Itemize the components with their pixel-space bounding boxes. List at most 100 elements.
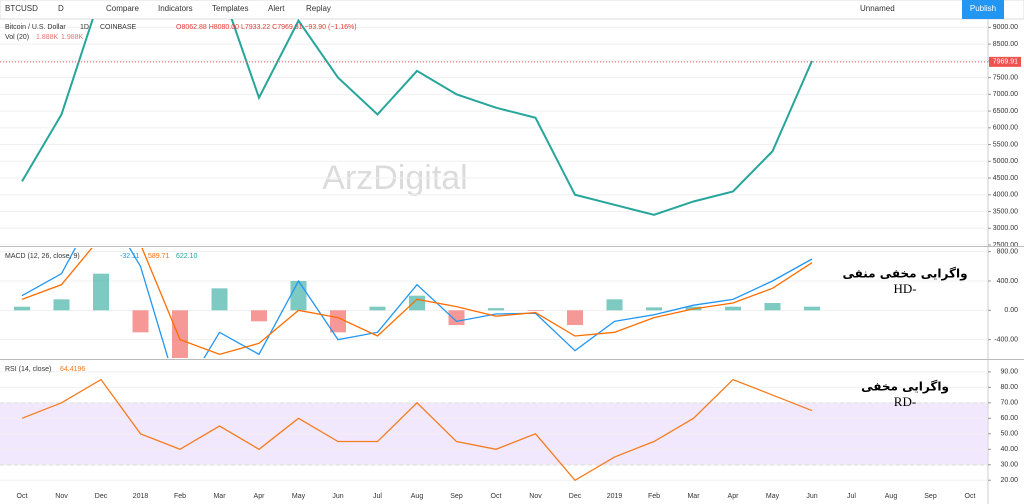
volume-value: 1.988K — [61, 34, 84, 41]
legend-value: 589.71 — [148, 253, 170, 260]
y-tick-label: 60.00 — [1000, 415, 1018, 422]
legend-interval: 1D — [80, 24, 89, 31]
templates[interactable]: Templates — [212, 4, 248, 13]
y-tick-label: 4000.00 — [993, 192, 1018, 199]
series-line — [21, 248, 813, 358]
histogram-bar — [448, 310, 465, 325]
x-tick-label: May — [766, 493, 780, 500]
histogram-bar — [330, 310, 346, 333]
x-tick-label: Nov — [529, 493, 542, 500]
annotation: واگرایی مخفی منفی — [842, 267, 967, 282]
x-tick-label: Jul — [373, 493, 382, 500]
publish-button[interactable] — [962, 0, 1004, 19]
legend-value: -32.11 — [120, 253, 139, 260]
y-tick-label: 6000.00 — [993, 125, 1018, 132]
histogram-bar — [172, 310, 188, 358]
histogram-bar — [53, 299, 70, 311]
last-price-box — [989, 56, 1021, 67]
publish[interactable]: Publish — [970, 4, 996, 13]
x-tick-label: Jun — [806, 493, 817, 500]
y-tick-label: 0.00 — [1004, 307, 1018, 314]
y-tick-label: 90.00 — [1000, 369, 1018, 376]
y-tick-label: 70.00 — [1000, 400, 1018, 407]
x-tick-label: 2018 — [133, 493, 149, 500]
x-tick-label: Jun — [332, 493, 343, 500]
y-tick-label: 40.00 — [1000, 446, 1018, 453]
histogram-bar — [606, 299, 623, 311]
histogram-bar — [764, 303, 781, 311]
y-tick-label: 800.00 — [997, 249, 1019, 256]
histogram-bar — [567, 310, 583, 325]
legend-ohlc: O8062.88 H8080.00 L7933.22 C7969.91 −93.… — [176, 24, 357, 31]
x-tick-label: Feb — [648, 493, 660, 500]
series-line — [21, 19, 813, 216]
y-tick-label: 30.00 — [1000, 462, 1018, 469]
histogram-bar — [527, 310, 544, 312]
y-tick-label: 4500.00 — [993, 175, 1018, 182]
volume-value: 1.888K — [36, 34, 59, 41]
histogram-bar — [804, 306, 820, 311]
series-line — [21, 378, 813, 482]
x-tick-label: Mar — [687, 493, 700, 500]
legend-exchange: COINBASE — [100, 24, 137, 31]
symbol[interactable]: BTCUSD — [5, 4, 38, 13]
annotation: واگرایی مخفی — [861, 380, 949, 395]
x-tick-label: Oct — [491, 493, 502, 500]
x-tick-label: Oct — [17, 493, 28, 500]
toolbar — [0, 0, 1024, 20]
y-tick-label: 6500.00 — [993, 108, 1018, 115]
y-tick-label: -400.00 — [994, 337, 1018, 344]
y-tick-label: 3000.00 — [993, 225, 1018, 232]
histogram-bar — [409, 295, 425, 311]
x-tick-label: Apr — [728, 493, 740, 500]
replay[interactable]: Replay — [306, 4, 331, 13]
histogram-bar — [646, 307, 662, 311]
histogram-bar — [290, 281, 307, 311]
pane — [0, 19, 988, 245]
y-tick-label: 2500.00 — [993, 242, 1018, 249]
x-tick-label: Sep — [924, 493, 937, 500]
last-price-label: 7969.91 — [993, 59, 1018, 66]
x-tick-label: Mar — [213, 493, 226, 500]
histogram-bar — [725, 306, 741, 311]
volume-title: Vol (20) — [5, 34, 29, 41]
legend-title: MACD (12, 26, close, 9) — [5, 253, 80, 260]
legend-value: 64.4196 — [60, 366, 85, 373]
y-tick-label: 20.00 — [1000, 477, 1018, 484]
x-tick-label: Dec — [95, 493, 108, 500]
y-tick-label: 7000.00 — [993, 91, 1018, 98]
x-tick-label: Dec — [569, 493, 582, 500]
alert[interactable]: Alert — [268, 4, 285, 13]
x-tick-label: Aug — [885, 493, 898, 500]
histogram-bar — [211, 288, 228, 311]
y-tick-label: 3500.00 — [993, 208, 1018, 215]
histogram-bar — [132, 310, 149, 333]
y-tick-label: 8500.00 — [993, 41, 1018, 48]
histogram-bar — [251, 310, 267, 322]
x-tick-label: Aug — [411, 493, 424, 500]
x-tick-label: Nov — [55, 493, 68, 500]
layout-name[interactable]: Unnamed — [860, 4, 895, 13]
legend-title: RSI (14, close) — [5, 366, 51, 373]
x-tick-label: Apr — [254, 493, 266, 500]
compare[interactable]: Compare — [106, 4, 139, 13]
histogram-bar — [369, 306, 386, 311]
y-tick-label: 5500.00 — [993, 141, 1018, 148]
interval[interactable]: D — [58, 4, 64, 13]
indicators[interactable]: Indicators — [158, 4, 193, 13]
pane — [0, 248, 988, 358]
legend-value: 622.10 — [176, 253, 198, 260]
x-tick-label: Oct — [965, 493, 976, 500]
y-tick-label: 400.00 — [997, 278, 1019, 285]
histogram-bar — [488, 308, 504, 311]
histogram-bar — [14, 306, 30, 311]
x-tick-label: 2019 — [607, 493, 623, 500]
histogram-bar — [93, 273, 109, 311]
y-tick-label: 7500.00 — [993, 74, 1018, 81]
x-tick-label: May — [292, 493, 306, 500]
y-tick-label: 50.00 — [1000, 431, 1018, 438]
x-tick-label: Feb — [174, 493, 186, 500]
y-tick-label: 80.00 — [1000, 384, 1018, 391]
